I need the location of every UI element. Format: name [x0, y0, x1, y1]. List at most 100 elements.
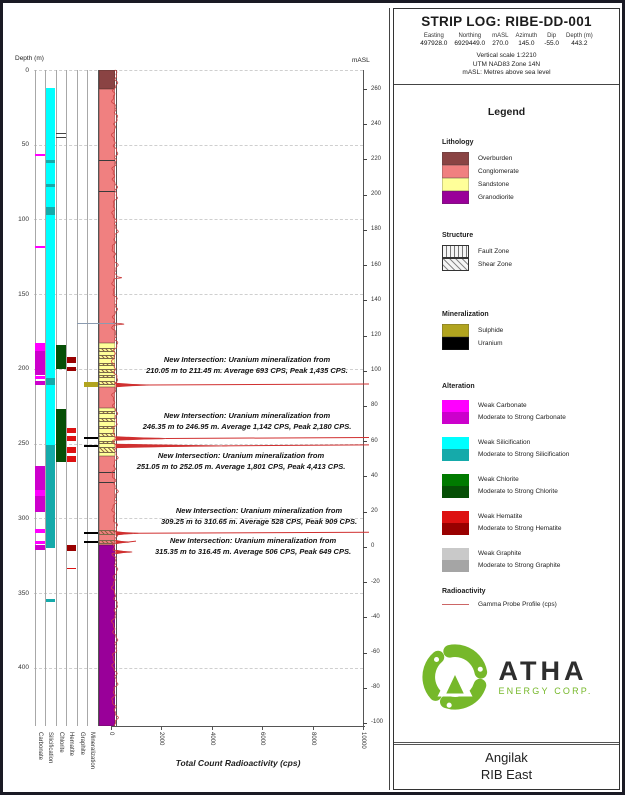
radioactivity-tick-label: 8000 — [309, 732, 316, 746]
depth-gridline — [34, 219, 363, 221]
masl-tick-label: 260 — [371, 85, 382, 92]
atha-logo-icon — [422, 643, 489, 710]
lithology-legend-row-swatch — [442, 151, 469, 165]
alteration-labels: Weak Silicification Moderate to Strong Si… — [478, 437, 569, 461]
alteration-labels: Weak Carbonate Moderate to Strong Carbona… — [478, 400, 566, 424]
silicification-interval — [45, 159, 55, 163]
depth-tick-label: 300 — [18, 514, 29, 522]
depth-gridline — [34, 294, 363, 296]
masl-tick-label: 200 — [371, 191, 382, 198]
masl-tick-label: 240 — [371, 120, 382, 127]
annotation-line: New Intersection: Uranium mineralization… — [175, 506, 343, 515]
masl-tick — [363, 546, 367, 548]
carbonate-interval — [35, 489, 45, 496]
project-area: RIB East — [480, 767, 533, 782]
masl-tick-label: 140 — [371, 296, 382, 303]
coordinate-value: 145.0 — [518, 40, 535, 47]
column-guide-line — [76, 70, 78, 726]
carbonate-interval — [35, 380, 45, 385]
coordinate-value: -55.0 — [544, 40, 560, 47]
shear-band — [99, 368, 115, 373]
shear-band — [99, 347, 115, 352]
lithology-legend-row: Conglomerate — [442, 164, 619, 178]
structure-mark — [55, 136, 66, 138]
carbonate-interval — [35, 528, 45, 533]
lithology-granodiorite — [98, 545, 115, 727]
hematite-interval — [66, 446, 76, 453]
masl-tick-label: -40 — [371, 613, 380, 620]
hematite-interval — [66, 427, 76, 434]
strong-swatch — [442, 411, 469, 424]
coordinate-label: Dip — [547, 33, 557, 39]
radioactivity-tick-label: 6000 — [259, 732, 266, 746]
lithology-contact-line — [98, 191, 115, 193]
shear-band — [99, 446, 115, 453]
coordinate-label: Easting — [423, 33, 444, 39]
brand-name: ATHA — [498, 655, 588, 686]
masl-tick-label: 120 — [371, 332, 382, 339]
silicification-interval — [45, 377, 55, 386]
silicification-interval — [45, 445, 55, 549]
weak-label: Weak Graphite — [478, 549, 522, 557]
masl-tick — [363, 476, 367, 478]
mineralization-legend-row: Sulphide — [442, 323, 619, 337]
mineralization-uranium — [83, 437, 98, 440]
lithology-conglomerate — [98, 89, 115, 344]
strong-label: Moderate to Strong Carbonate — [478, 413, 566, 421]
alteration-swatch-pair — [442, 510, 469, 535]
coordinate-label: Depth (m) — [566, 33, 593, 39]
carbonate-interval — [35, 466, 45, 490]
lithology-contact-line — [98, 482, 115, 484]
coordinate-value: 497928.0 — [420, 40, 448, 47]
weak-swatch — [442, 399, 469, 412]
chlorite-interval — [56, 344, 66, 369]
hematite-interval — [66, 545, 76, 552]
radioactivity-tick — [111, 726, 112, 730]
lithology-legend-rows: Overburden Conglomerate Sandstone Granodior… — [442, 151, 619, 204]
weak-label: Weak Hematite — [478, 512, 523, 520]
intersection-annotation: New Intersection: Uranium mineralization… — [115, 450, 367, 472]
radioactivity-tick — [363, 726, 364, 730]
legend: Legend Lithology Overburden Conglomerate S… — [394, 106, 619, 608]
masl-tick-label: 80 — [371, 402, 378, 409]
masl-tick — [363, 265, 367, 267]
alteration-legend-groups: Weak Carbonate Moderate to Strong Carbona… — [442, 399, 619, 572]
mineralization-legend-row-swatch — [442, 323, 469, 337]
annotation-line: New Intersection: Uranium mineralization… — [157, 451, 325, 460]
radioactivity-tick-label: 0 — [108, 732, 114, 736]
masl-tick-label: 100 — [371, 367, 382, 374]
structure-legend-row-swatch — [442, 244, 469, 258]
structure-legend-row-label: Shear Zone — [478, 260, 512, 268]
annotation-line: 251.05 m to 252.05 m. Average 1,801 CPS,… — [136, 462, 346, 471]
coordinate-field: Dip -55.0 — [544, 33, 559, 47]
coordinate-field: mASL 270.0 — [492, 33, 508, 47]
mineralization-legend-row-swatch — [442, 336, 469, 350]
silicification-interval — [45, 183, 55, 187]
masl-axis-line — [363, 70, 364, 726]
weak-label: Weak Chlorite — [478, 475, 519, 483]
legend-title: Legend — [487, 105, 526, 118]
masl-tick — [363, 687, 367, 689]
lithology-contact-line — [98, 472, 115, 474]
legend-section-mineralization: Mineralization Sulphide Uranium — [442, 311, 619, 350]
lithology-legend-row-swatch — [442, 177, 469, 191]
masl-tick — [363, 159, 367, 161]
carbonate-interval — [35, 246, 45, 248]
hematite-interval — [66, 455, 76, 462]
alteration-labels: Weak Chlorite Moderate to Strong Chlorite — [478, 474, 558, 498]
weak-label: Weak Carbonate — [478, 401, 527, 409]
hematite-interval — [66, 356, 76, 363]
alteration-swatch-pair — [442, 473, 469, 498]
column-label-mineralization: Mineralization — [89, 732, 96, 770]
collar-coordinates: Easting 497928.0 Northing 6929449.0 mASL 270.… — [398, 33, 615, 47]
lithology-conglomerate — [98, 386, 115, 408]
masl-tick-label: 180 — [371, 226, 382, 233]
masl-tick — [363, 617, 367, 619]
masl-tick-label: -20 — [371, 578, 380, 585]
lithology-right-border — [115, 70, 117, 726]
alteration-legend-group: Weak Hematite Moderate to Strong Hematite — [442, 510, 619, 535]
masl-tick — [363, 335, 367, 337]
column-label-silicification: Silicification — [47, 732, 54, 764]
legend-section-alteration: Alteration Weak Carbonate Moderate to Str… — [442, 383, 619, 572]
hematite-interval — [66, 436, 76, 441]
